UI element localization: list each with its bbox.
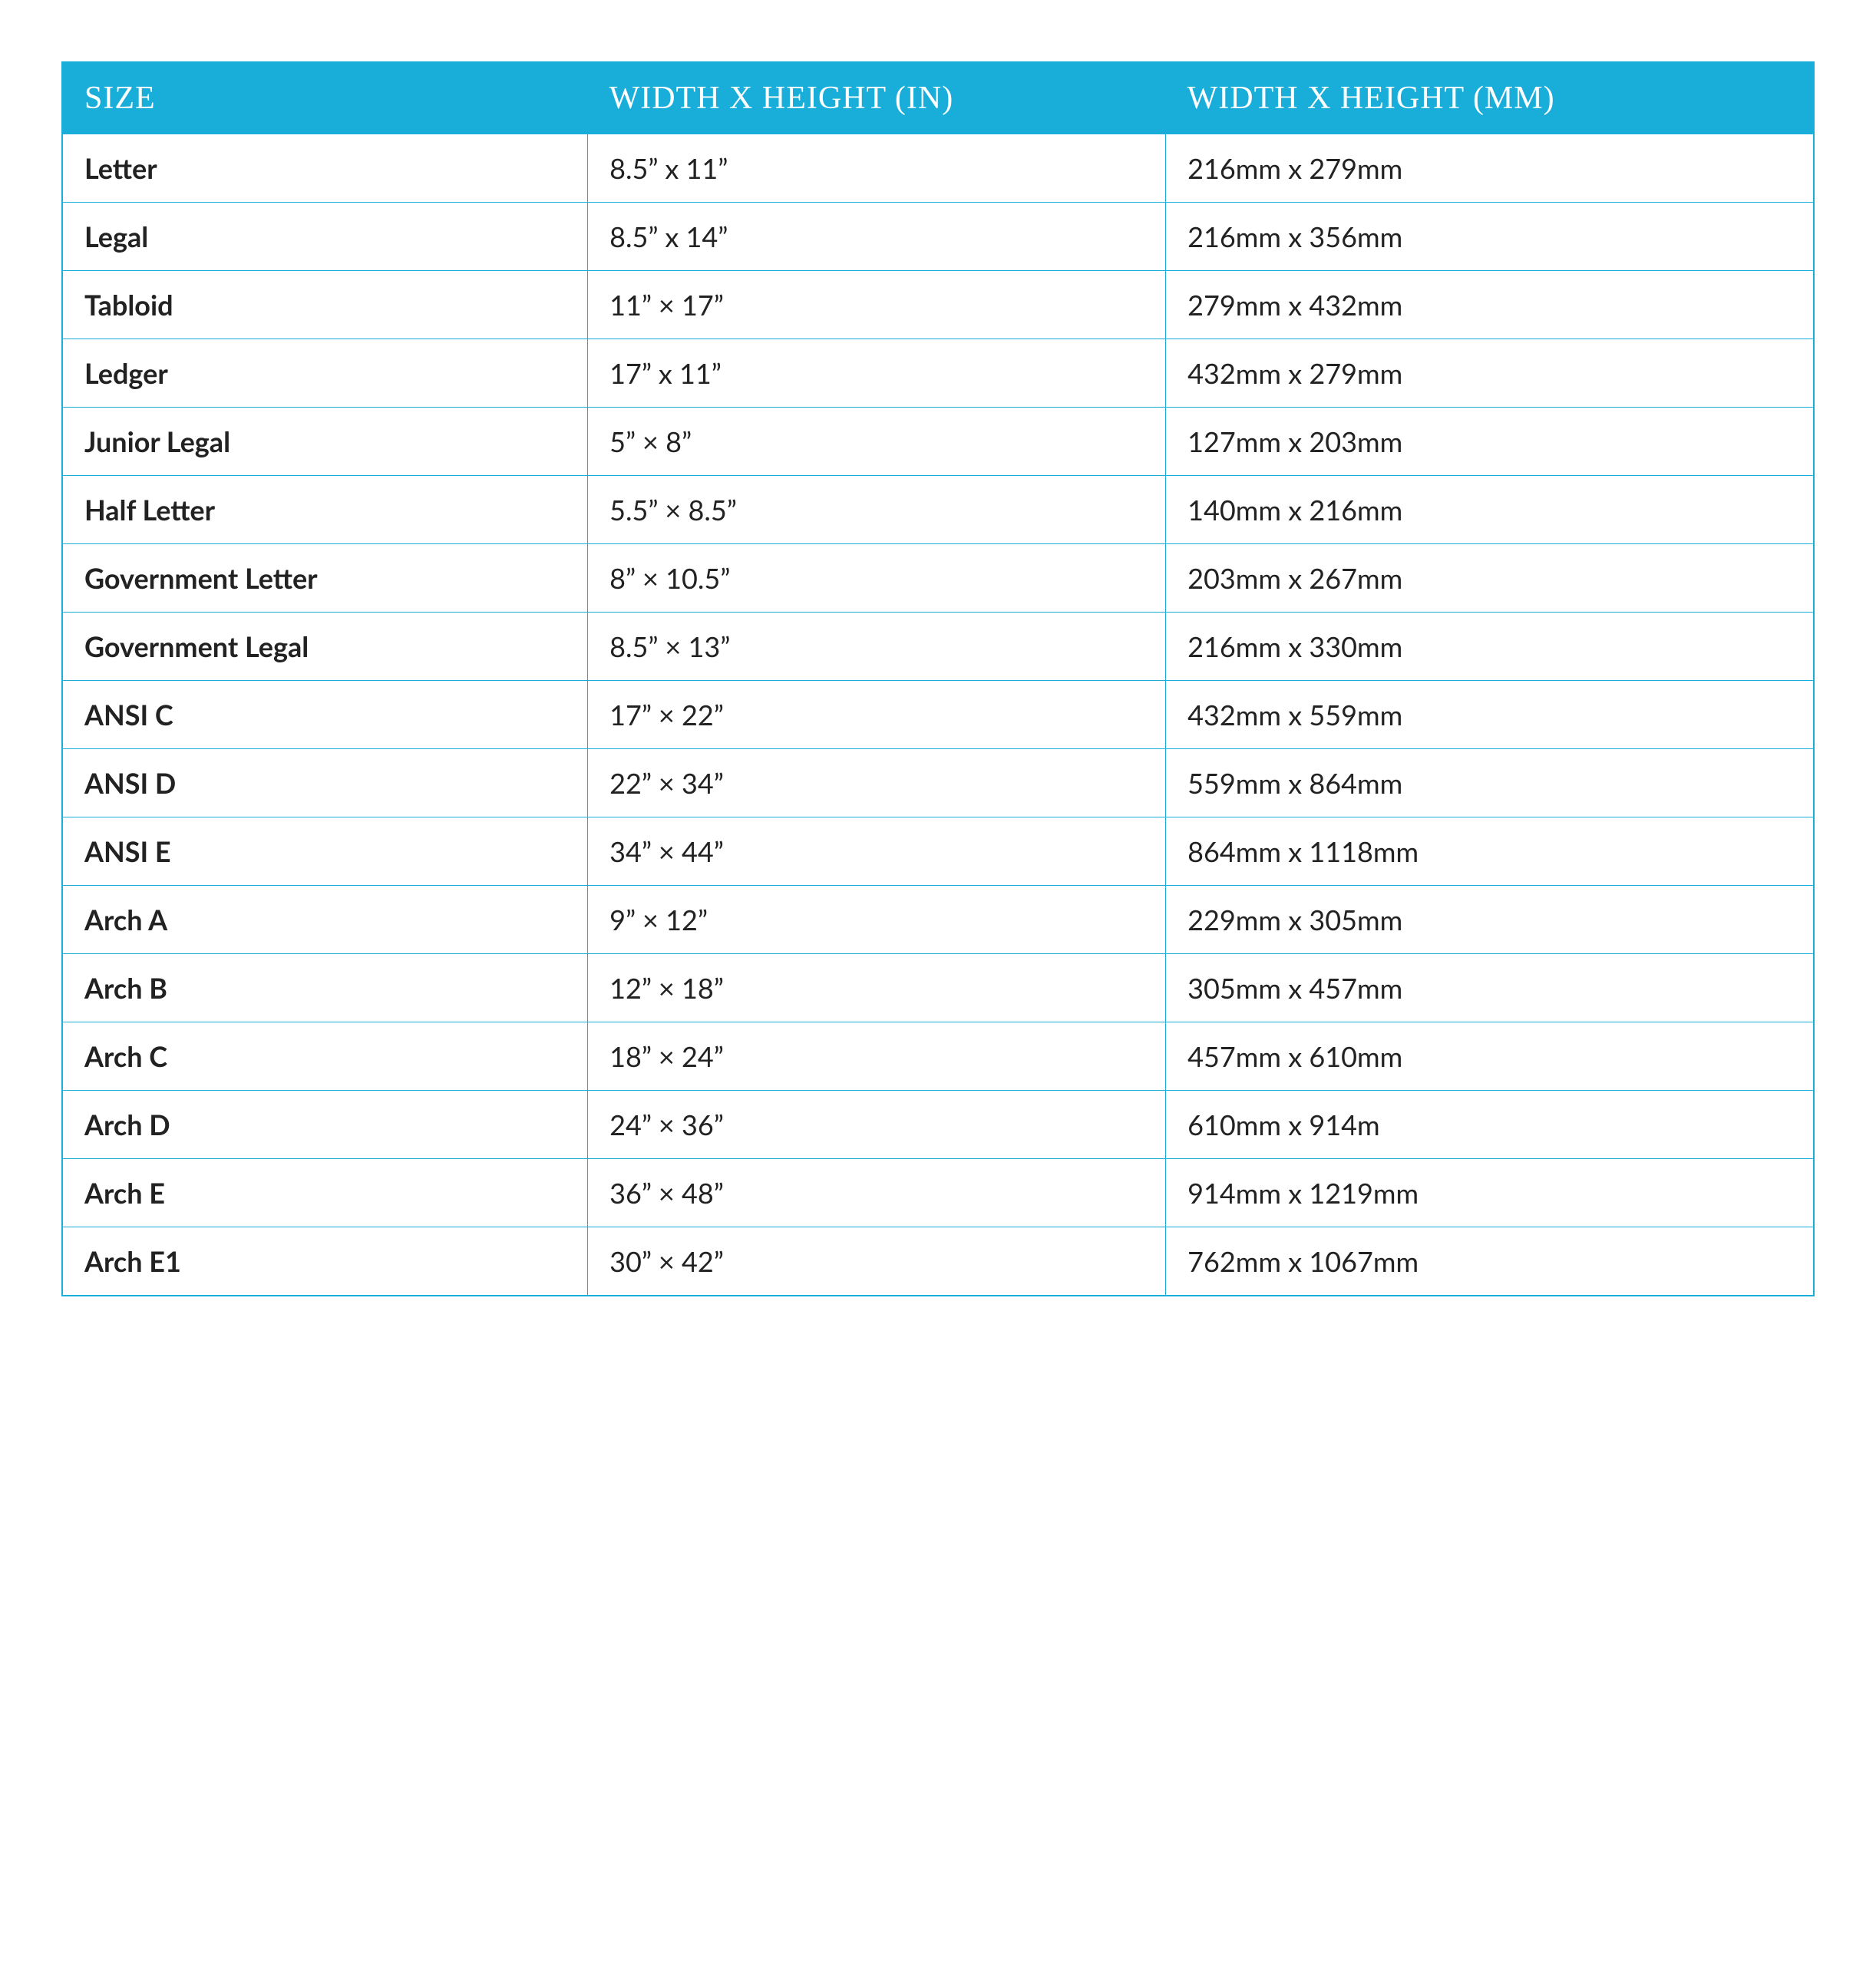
cell-inches: 17” x 11” [588, 339, 1166, 408]
cell-size: Arch B [62, 954, 588, 1022]
cell-mm: 914mm x 1219mm [1166, 1159, 1814, 1227]
cell-mm: 610mm x 914m [1166, 1091, 1814, 1159]
cell-size: Arch D [62, 1091, 588, 1159]
cell-inches: 30” × 42” [588, 1227, 1166, 1296]
cell-inches: 17” × 22” [588, 681, 1166, 749]
table-row: Arch B12” × 18”305mm x 457mm [62, 954, 1814, 1022]
cell-inches: 5” × 8” [588, 408, 1166, 476]
cell-size: ANSI E [62, 817, 588, 886]
cell-inches: 22” × 34” [588, 749, 1166, 817]
table-header-row: Size Width x Height (in) Width x Height … [62, 62, 1814, 134]
table-row: Letter8.5” x 11”216mm x 279mm [62, 134, 1814, 203]
cell-mm: 305mm x 457mm [1166, 954, 1814, 1022]
cell-size: Arch E [62, 1159, 588, 1227]
table-row: Junior Legal5” × 8”127mm x 203mm [62, 408, 1814, 476]
table-row: Arch C18” × 24”457mm x 610mm [62, 1022, 1814, 1091]
table-row: ANSI D22” × 34”559mm x 864mm [62, 749, 1814, 817]
table-row: Government Legal8.5” × 13”216mm x 330mm [62, 613, 1814, 681]
col-header-inches: Width x Height (in) [588, 62, 1166, 134]
cell-inches: 8.5” × 13” [588, 613, 1166, 681]
cell-size: ANSI D [62, 749, 588, 817]
cell-size: Arch A [62, 886, 588, 954]
cell-inches: 36” × 48” [588, 1159, 1166, 1227]
cell-mm: 127mm x 203mm [1166, 408, 1814, 476]
cell-inches: 8” × 10.5” [588, 544, 1166, 613]
cell-size: Legal [62, 203, 588, 271]
col-header-mm: Width x Height (mm) [1166, 62, 1814, 134]
cell-mm: 279mm x 432mm [1166, 271, 1814, 339]
cell-size: Arch C [62, 1022, 588, 1091]
table-row: ANSI C17” × 22”432mm x 559mm [62, 681, 1814, 749]
table-row: Arch D24” × 36”610mm x 914m [62, 1091, 1814, 1159]
cell-inches: 12” × 18” [588, 954, 1166, 1022]
cell-mm: 216mm x 356mm [1166, 203, 1814, 271]
cell-mm: 457mm x 610mm [1166, 1022, 1814, 1091]
cell-inches: 18” × 24” [588, 1022, 1166, 1091]
cell-size: Ledger [62, 339, 588, 408]
cell-size: Arch E1 [62, 1227, 588, 1296]
paper-size-table: Size Width x Height (in) Width x Height … [61, 61, 1815, 1296]
table-row: Ledger17” x 11”432mm x 279mm [62, 339, 1814, 408]
table-row: Government Letter8” × 10.5”203mm x 267mm [62, 544, 1814, 613]
cell-mm: 762mm x 1067mm [1166, 1227, 1814, 1296]
col-header-size: Size [62, 62, 588, 134]
cell-size: Government Legal [62, 613, 588, 681]
cell-size: Government Letter [62, 544, 588, 613]
table-row: Legal8.5” x 14”216mm x 356mm [62, 203, 1814, 271]
cell-inches: 8.5” x 14” [588, 203, 1166, 271]
table-row: ANSI E34” × 44”864mm x 1118mm [62, 817, 1814, 886]
table-row: Tabloid11” × 17”279mm x 432mm [62, 271, 1814, 339]
cell-size: ANSI C [62, 681, 588, 749]
table-row: Arch E130” × 42”762mm x 1067mm [62, 1227, 1814, 1296]
cell-mm: 216mm x 279mm [1166, 134, 1814, 203]
cell-mm: 432mm x 559mm [1166, 681, 1814, 749]
cell-size: Tabloid [62, 271, 588, 339]
cell-size: Letter [62, 134, 588, 203]
table-row: Half Letter5.5” × 8.5”140mm x 216mm [62, 476, 1814, 544]
paper-size-table-wrapper: Size Width x Height (in) Width x Height … [61, 61, 1815, 1296]
cell-inches: 5.5” × 8.5” [588, 476, 1166, 544]
cell-mm: 140mm x 216mm [1166, 476, 1814, 544]
cell-mm: 216mm x 330mm [1166, 613, 1814, 681]
cell-mm: 203mm x 267mm [1166, 544, 1814, 613]
cell-inches: 9” × 12” [588, 886, 1166, 954]
cell-inches: 11” × 17” [588, 271, 1166, 339]
cell-inches: 24” × 36” [588, 1091, 1166, 1159]
cell-inches: 34” × 44” [588, 817, 1166, 886]
cell-size: Junior Legal [62, 408, 588, 476]
table-body: Letter8.5” x 11”216mm x 279mmLegal8.5” x… [62, 134, 1814, 1296]
table-row: Arch E36” × 48”914mm x 1219mm [62, 1159, 1814, 1227]
cell-mm: 229mm x 305mm [1166, 886, 1814, 954]
cell-inches: 8.5” x 11” [588, 134, 1166, 203]
cell-mm: 559mm x 864mm [1166, 749, 1814, 817]
cell-size: Half Letter [62, 476, 588, 544]
table-row: Arch A9” × 12”229mm x 305mm [62, 886, 1814, 954]
cell-mm: 864mm x 1118mm [1166, 817, 1814, 886]
cell-mm: 432mm x 279mm [1166, 339, 1814, 408]
